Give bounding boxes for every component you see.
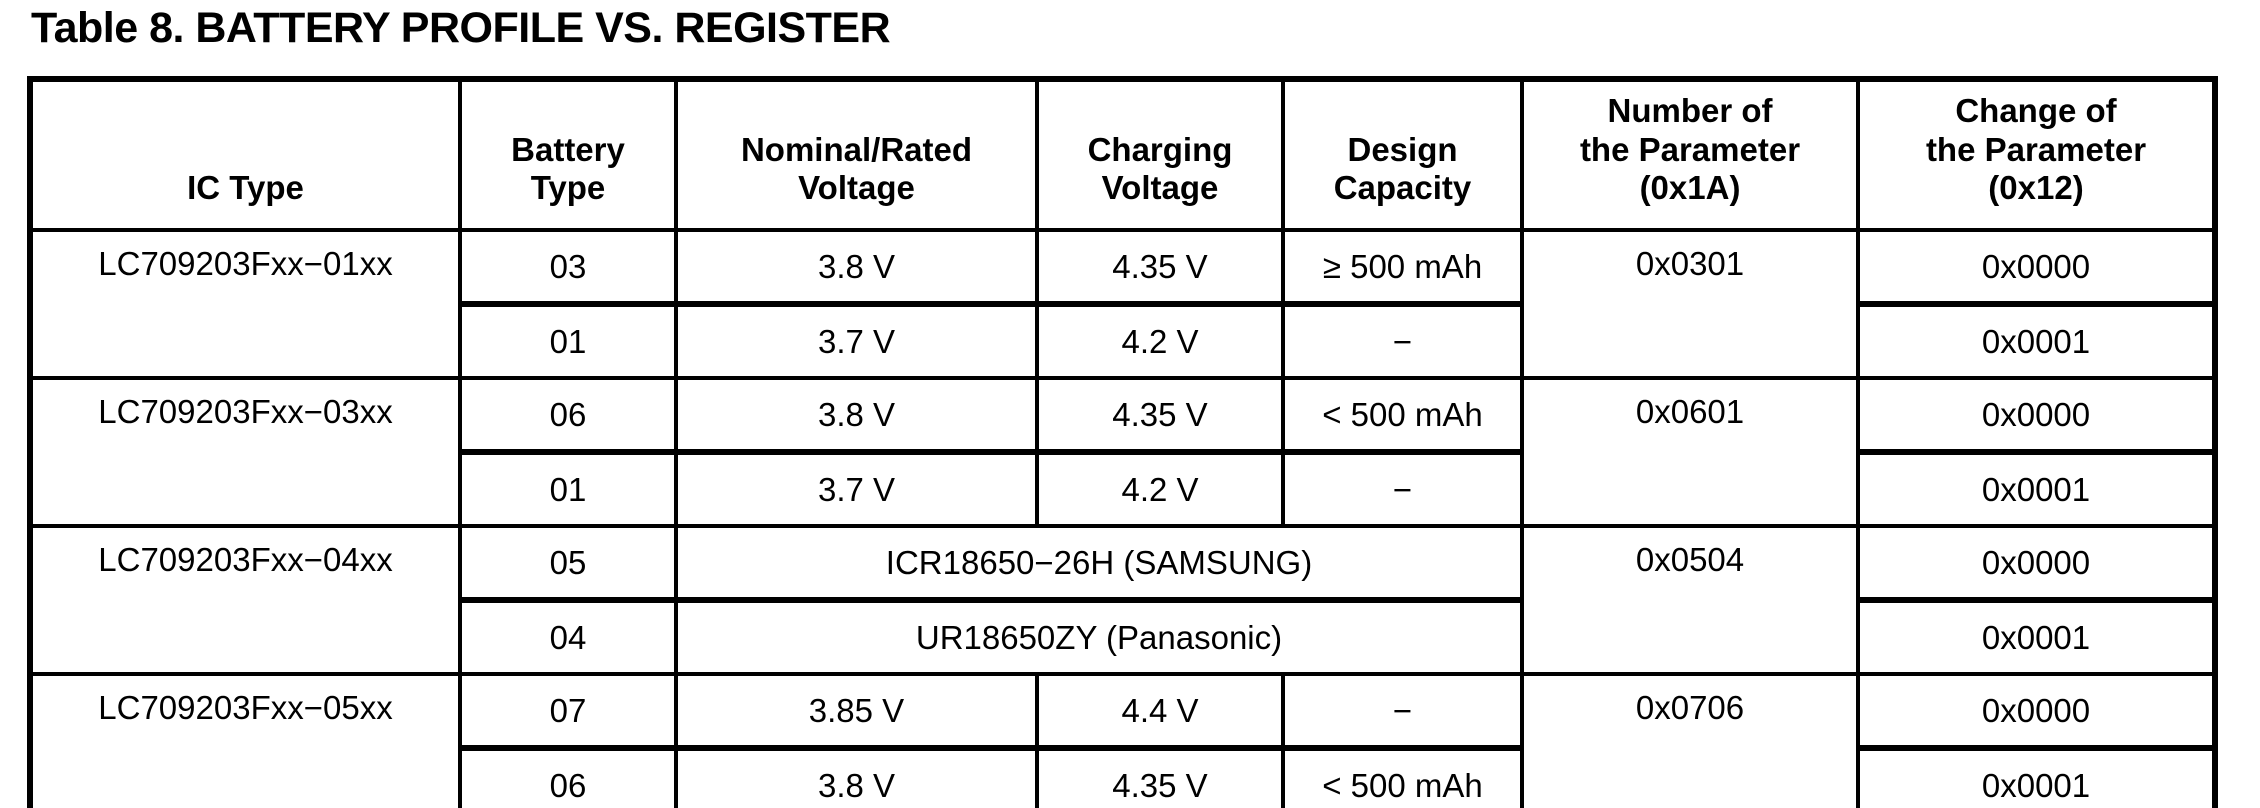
battery-type-cell: 06	[458, 376, 678, 454]
ic-type-cell: LC709203Fxx−03xx	[28, 376, 462, 528]
parameter-change-cell: 0x0000	[1856, 376, 2217, 454]
header-parameter-change: Change of the Parameter (0x12)	[1856, 77, 2217, 232]
header-battery-type: Battery Type	[458, 77, 678, 232]
battery-type-cell: 04	[458, 597, 678, 676]
table-header-row: IC Type Battery Type Nominal/Rated Volta…	[28, 77, 2217, 232]
table-row: LC709203Fxx−01xx 03 3.8 V 4.35 V ≥ 500 m…	[28, 228, 2217, 380]
design-capacity-cell: −	[1281, 301, 1524, 380]
battery-type-cell: 01	[458, 449, 678, 528]
design-capacity-cell: < 500 mAh	[1281, 376, 1524, 454]
header-design-capacity: Design Capacity	[1281, 77, 1524, 232]
nominal-voltage-cell: 3.7 V	[674, 449, 1039, 528]
charging-voltage-cell: 4.2 V	[1035, 449, 1285, 528]
battery-type-cell: 03	[458, 228, 678, 306]
parameter-change-cell: 0x0001	[1856, 745, 2217, 808]
parameter-change-cell: 0x0000	[1856, 524, 2217, 602]
table-row: 04 UR18650ZY (Panasonic) 0x0001	[30, 597, 2217, 676]
table-row: LC709203Fxx−05xx 07 3.85 V 4.4 V − 0x070…	[28, 672, 2217, 808]
charging-voltage-cell: 4.35 V	[1035, 376, 1285, 454]
ic-type-cell: LC709203Fxx−04xx	[28, 524, 462, 676]
table-row: 01 3.7 V 4.2 V − 0x0001	[30, 301, 2217, 380]
ic-type-cell: LC709203Fxx−05xx	[28, 672, 462, 808]
nominal-voltage-cell: 3.85 V	[674, 672, 1039, 750]
battery-type-cell: 01	[458, 301, 678, 380]
parameter-change-cell: 0x0001	[1856, 301, 2217, 380]
parameter-number-cell: 0x0504	[1520, 524, 1860, 676]
nominal-voltage-cell: 3.8 V	[674, 745, 1039, 808]
battery-profile-table: IC Type Battery Type Nominal/Rated Volta…	[27, 76, 2218, 808]
design-capacity-cell: ≥ 500 mAh	[1281, 228, 1524, 306]
battery-type-cell: 07	[458, 672, 678, 750]
header-nominal-voltage: Nominal/Rated Voltage	[674, 77, 1039, 232]
design-capacity-cell: < 500 mAh	[1281, 745, 1524, 808]
parameter-change-cell: 0x0001	[1856, 449, 2217, 528]
table-row: 01 3.7 V 4.2 V − 0x0001	[30, 449, 2217, 528]
battery-model-cell: UR18650ZY (Panasonic)	[674, 597, 1524, 676]
charging-voltage-cell: 4.35 V	[1035, 228, 1285, 306]
charging-voltage-cell: 4.2 V	[1035, 301, 1285, 380]
design-capacity-cell: −	[1281, 449, 1524, 528]
battery-type-cell: 05	[458, 524, 678, 602]
nominal-voltage-cell: 3.8 V	[674, 376, 1039, 454]
nominal-voltage-cell: 3.8 V	[674, 228, 1039, 306]
table-row: 06 3.8 V 4.35 V < 500 mAh 0x0001	[30, 745, 2217, 808]
battery-model-cell: ICR18650−26H (SAMSUNG)	[674, 524, 1524, 602]
design-capacity-cell: −	[1281, 672, 1524, 750]
table-row: LC709203Fxx−04xx 05 ICR18650−26H (SAMSUN…	[28, 524, 2217, 676]
parameter-change-cell: 0x0000	[1856, 228, 2217, 306]
page-title: Table 8. BATTERY PROFILE VS. REGISTER	[31, 4, 891, 52]
charging-voltage-cell: 4.4 V	[1035, 672, 1285, 750]
nominal-voltage-cell: 3.7 V	[674, 301, 1039, 380]
ic-type-cell: LC709203Fxx−01xx	[28, 228, 462, 380]
parameter-change-cell: 0x0000	[1856, 672, 2217, 750]
header-charging-voltage: Charging Voltage	[1035, 77, 1285, 232]
header-parameter-number: Number of the Parameter (0x1A)	[1520, 77, 1860, 232]
charging-voltage-cell: 4.35 V	[1035, 745, 1285, 808]
parameter-number-cell: 0x0301	[1520, 228, 1860, 380]
parameter-change-cell: 0x0001	[1856, 597, 2217, 676]
parameter-number-cell: 0x0601	[1520, 376, 1860, 528]
parameter-number-cell: 0x0706	[1520, 672, 1860, 808]
table-row: LC709203Fxx−03xx 06 3.8 V 4.35 V < 500 m…	[28, 376, 2217, 528]
header-ic-type: IC Type	[28, 77, 462, 232]
battery-type-cell: 06	[458, 745, 678, 808]
